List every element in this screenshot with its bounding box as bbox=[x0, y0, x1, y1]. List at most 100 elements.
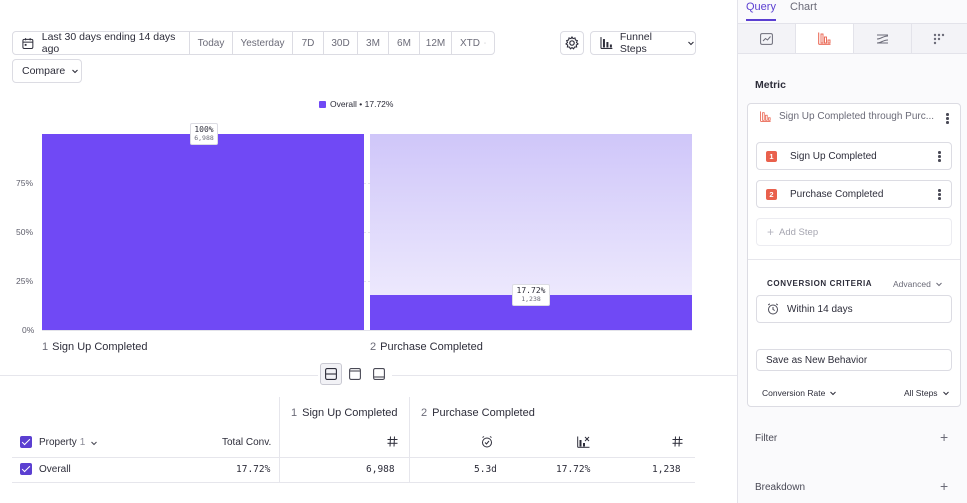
view-chart-only-button[interactable] bbox=[344, 363, 366, 385]
view-table-only-button[interactable] bbox=[368, 363, 390, 385]
conversion-rate-icon bbox=[577, 436, 590, 448]
breakdown-section-label[interactable]: Breakdown bbox=[755, 482, 806, 493]
step-1-label: Sign Up Completed bbox=[790, 150, 877, 162]
criteria-title: CONVERSION CRITERIA bbox=[767, 279, 873, 288]
row-overall-checkbox[interactable] bbox=[20, 463, 32, 475]
dots-grid-icon bbox=[933, 33, 945, 44]
y-tick-0: 0% bbox=[22, 325, 35, 335]
chevron-down-icon bbox=[72, 69, 79, 74]
table-step1-num: 1 bbox=[291, 407, 298, 419]
metric-name-row[interactable]: Sign Up Completed through Purc... bbox=[760, 111, 956, 122]
criteria-divider bbox=[748, 259, 960, 260]
chevron-down-icon bbox=[688, 41, 694, 46]
flows-icon bbox=[876, 34, 889, 43]
step-2-kebab-icon[interactable] bbox=[938, 189, 941, 200]
preset-7d-label: 7D bbox=[301, 37, 315, 49]
step-1-row[interactable]: 1 Sign Up Completed bbox=[756, 142, 952, 170]
time-to-convert-icon bbox=[482, 436, 492, 448]
table-step1-label: Sign Up Completed bbox=[302, 407, 398, 419]
preset-xtd[interactable]: XTD bbox=[451, 32, 494, 54]
view-toggle-group bbox=[318, 363, 392, 385]
split-view-icon bbox=[325, 368, 337, 380]
settings-button[interactable] bbox=[560, 31, 584, 55]
chart-tab-line[interactable] bbox=[738, 24, 796, 53]
total-conv-header[interactable]: Total Conv. bbox=[222, 437, 272, 448]
hash-icon bbox=[672, 436, 683, 447]
calendar-icon bbox=[22, 37, 34, 49]
filter-section-label[interactable]: Filter bbox=[755, 433, 778, 444]
tab-chart[interactable]: Chart bbox=[790, 1, 817, 13]
date-range-group: Last 30 days ending 14 days ago Today Ye… bbox=[12, 31, 495, 55]
add-step-button[interactable]: + Add Step bbox=[756, 218, 952, 246]
all-steps-dropdown[interactable]: All Steps bbox=[904, 388, 950, 398]
advanced-dropdown[interactable]: Advanced bbox=[893, 279, 943, 289]
alarm-clock-icon bbox=[767, 303, 779, 315]
property-header[interactable]: Property 1 bbox=[39, 437, 98, 448]
tab-query[interactable]: Query bbox=[746, 1, 776, 13]
add-breakdown-plus-icon[interactable]: + bbox=[940, 478, 949, 494]
preset-6m[interactable]: 6M bbox=[388, 32, 419, 54]
conversion-rate-dropdown[interactable]: Conversion Rate bbox=[762, 388, 837, 398]
data-label-step1-count: 6,988 bbox=[194, 134, 214, 142]
data-label-step2-count: 1,238 bbox=[521, 295, 541, 304]
view-split-button[interactable] bbox=[320, 363, 342, 385]
plus-icon: + bbox=[767, 225, 775, 239]
preset-today[interactable]: Today bbox=[189, 32, 232, 54]
preset-7d[interactable]: 7D bbox=[292, 32, 323, 54]
table-only-icon bbox=[373, 368, 385, 380]
preset-yesterday[interactable]: Yesterday bbox=[232, 32, 292, 54]
legend-label: Overall • 17.72% bbox=[330, 99, 394, 109]
row-step2-count: 1,238 bbox=[652, 464, 681, 475]
table-col-divider-1 bbox=[279, 397, 280, 483]
funnel-icon bbox=[818, 32, 831, 45]
x-label-step1: 1 Sign Up Completed bbox=[42, 341, 148, 353]
chart-tab-retention[interactable] bbox=[912, 24, 967, 53]
preset-3m[interactable]: 3M bbox=[357, 32, 388, 54]
property-label: Property bbox=[39, 437, 77, 448]
step-2-row[interactable]: 2 Purchase Completed bbox=[756, 180, 952, 208]
table-step2-label: Purchase Completed bbox=[432, 407, 535, 419]
tab-query-underline bbox=[746, 19, 776, 21]
preset-today-label: Today bbox=[197, 37, 225, 49]
preset-6m-label: 6M bbox=[397, 37, 411, 49]
data-label-step2-pct: 17.72% bbox=[516, 286, 546, 296]
metric-kebab-icon[interactable] bbox=[946, 113, 949, 124]
table-step2-num: 2 bbox=[421, 407, 428, 419]
chevron-down-icon bbox=[942, 391, 949, 396]
x-label-step1-num: 1 bbox=[42, 341, 49, 353]
gridline-50 bbox=[42, 232, 692, 233]
preset-30d[interactable]: 30D bbox=[323, 32, 357, 54]
row-step2-rate: 17.72% bbox=[556, 464, 591, 475]
metric-name: Sign Up Completed through Purc... bbox=[779, 111, 935, 122]
chart-tab-flows[interactable] bbox=[854, 24, 912, 53]
y-tick-25: 25% bbox=[16, 276, 34, 286]
metric-title: Metric bbox=[755, 79, 786, 91]
chevron-down-icon bbox=[484, 42, 486, 44]
chart-type-tabs bbox=[738, 23, 967, 54]
save-behavior-label: Save as New Behavior bbox=[766, 354, 868, 366]
save-behavior-button[interactable]: Save as New Behavior bbox=[756, 349, 952, 371]
preset-30d-label: 30D bbox=[331, 37, 350, 49]
advanced-label: Advanced bbox=[893, 279, 931, 289]
preset-12m[interactable]: 12M bbox=[419, 32, 451, 54]
add-filter-plus-icon[interactable]: + bbox=[940, 429, 949, 445]
compare-button[interactable]: Compare bbox=[12, 59, 82, 83]
select-all-checkbox[interactable] bbox=[20, 436, 32, 448]
line-chart-icon bbox=[760, 32, 773, 45]
gridline-75 bbox=[42, 183, 692, 184]
date-range-label: Last 30 days ending 14 days ago bbox=[41, 31, 176, 55]
x-label-step2-num: 2 bbox=[370, 341, 377, 353]
conversion-window-field[interactable]: Within 14 days bbox=[756, 295, 952, 323]
chevron-down-icon bbox=[91, 441, 98, 445]
step-1-badge: 1 bbox=[766, 150, 777, 162]
x-axis bbox=[42, 330, 692, 331]
y-tick-75: 75% bbox=[16, 178, 34, 188]
chevron-down-icon bbox=[935, 282, 942, 287]
bar-sign-up-completed[interactable] bbox=[42, 134, 364, 330]
step-1-kebab-icon[interactable] bbox=[938, 151, 941, 162]
date-range-button[interactable]: Last 30 days ending 14 days ago bbox=[13, 31, 189, 55]
chart-type-button[interactable]: Funnel Steps bbox=[590, 31, 696, 55]
chart-tab-funnel[interactable] bbox=[796, 24, 854, 53]
chart-legend[interactable]: Overall • 17.72% bbox=[319, 99, 393, 109]
preset-xtd-label: XTD bbox=[460, 37, 480, 49]
